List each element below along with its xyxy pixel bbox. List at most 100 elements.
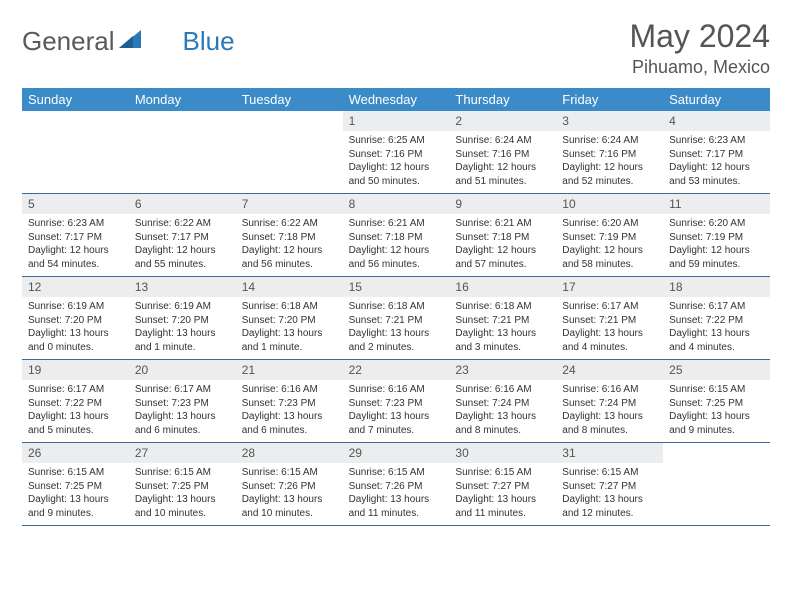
day-cell: 8Sunrise: 6:21 AMSunset: 7:18 PMDaylight… — [343, 194, 450, 276]
day-info: Sunrise: 6:19 AMSunset: 7:20 PMDaylight:… — [22, 297, 129, 357]
daylight-line2: and 6 minutes. — [135, 424, 230, 438]
sunrise: Sunrise: 6:19 AM — [135, 300, 230, 314]
sunrise: Sunrise: 6:21 AM — [349, 217, 444, 231]
day-cell: 25Sunrise: 6:15 AMSunset: 7:25 PMDayligh… — [663, 360, 770, 442]
day-cell: .. — [129, 111, 236, 193]
day-number: 19 — [22, 360, 129, 380]
sunset: Sunset: 7:27 PM — [562, 480, 657, 494]
sunrise: Sunrise: 6:15 AM — [455, 466, 550, 480]
day-number: 6 — [129, 194, 236, 214]
daylight-line2: and 11 minutes. — [349, 507, 444, 521]
day-number: 30 — [449, 443, 556, 463]
daylight-line2: and 59 minutes. — [669, 258, 764, 272]
day-cell: 20Sunrise: 6:17 AMSunset: 7:23 PMDayligh… — [129, 360, 236, 442]
day-number: 8 — [343, 194, 450, 214]
location: Pihuamo, Mexico — [629, 57, 770, 78]
day-number: 1 — [343, 111, 450, 131]
daylight-line1: Daylight: 13 hours — [562, 493, 657, 507]
daylight-line2: and 8 minutes. — [455, 424, 550, 438]
sunset: Sunset: 7:20 PM — [242, 314, 337, 328]
daylight-line1: Daylight: 13 hours — [242, 327, 337, 341]
day-number: 13 — [129, 277, 236, 297]
sunrise: Sunrise: 6:18 AM — [349, 300, 444, 314]
daylight-line1: Daylight: 13 hours — [669, 410, 764, 424]
daylight-line2: and 10 minutes. — [242, 507, 337, 521]
daylight-line1: Daylight: 12 hours — [349, 161, 444, 175]
daylight-line1: Daylight: 12 hours — [455, 244, 550, 258]
day-number: 27 — [129, 443, 236, 463]
sunset: Sunset: 7:22 PM — [28, 397, 123, 411]
week-row: 26Sunrise: 6:15 AMSunset: 7:25 PMDayligh… — [22, 443, 770, 526]
day-info: Sunrise: 6:23 AMSunset: 7:17 PMDaylight:… — [663, 131, 770, 191]
day-cell: 21Sunrise: 6:16 AMSunset: 7:23 PMDayligh… — [236, 360, 343, 442]
day-cell: 31Sunrise: 6:15 AMSunset: 7:27 PMDayligh… — [556, 443, 663, 525]
daylight-line1: Daylight: 12 hours — [242, 244, 337, 258]
day-info: Sunrise: 6:22 AMSunset: 7:17 PMDaylight:… — [129, 214, 236, 274]
day-cell: 18Sunrise: 6:17 AMSunset: 7:22 PMDayligh… — [663, 277, 770, 359]
brand-text-2: Blue — [183, 26, 235, 57]
week-row: ......1Sunrise: 6:25 AMSunset: 7:16 PMDa… — [22, 111, 770, 194]
day-info: Sunrise: 6:15 AMSunset: 7:25 PMDaylight:… — [129, 463, 236, 523]
sunset: Sunset: 7:25 PM — [669, 397, 764, 411]
daylight-line2: and 50 minutes. — [349, 175, 444, 189]
day-number: 12 — [22, 277, 129, 297]
day-info: Sunrise: 6:24 AMSunset: 7:16 PMDaylight:… — [556, 131, 663, 191]
sunrise: Sunrise: 6:21 AM — [455, 217, 550, 231]
daylight-line1: Daylight: 12 hours — [455, 161, 550, 175]
daylight-line2: and 12 minutes. — [562, 507, 657, 521]
sunset: Sunset: 7:25 PM — [135, 480, 230, 494]
daylight-line1: Daylight: 13 hours — [349, 493, 444, 507]
sunrise: Sunrise: 6:25 AM — [349, 134, 444, 148]
day-cell: .. — [22, 111, 129, 193]
day-number: 26 — [22, 443, 129, 463]
day-info: Sunrise: 6:15 AMSunset: 7:26 PMDaylight:… — [343, 463, 450, 523]
sunrise: Sunrise: 6:17 AM — [562, 300, 657, 314]
sunset: Sunset: 7:23 PM — [242, 397, 337, 411]
day-cell: 29Sunrise: 6:15 AMSunset: 7:26 PMDayligh… — [343, 443, 450, 525]
day-cell: 30Sunrise: 6:15 AMSunset: 7:27 PMDayligh… — [449, 443, 556, 525]
day-header-cell: Wednesday — [343, 88, 450, 111]
sunset: Sunset: 7:23 PM — [349, 397, 444, 411]
daylight-line2: and 0 minutes. — [28, 341, 123, 355]
day-cell: 24Sunrise: 6:16 AMSunset: 7:24 PMDayligh… — [556, 360, 663, 442]
daylight-line2: and 52 minutes. — [562, 175, 657, 189]
sunset: Sunset: 7:19 PM — [669, 231, 764, 245]
day-cell: 27Sunrise: 6:15 AMSunset: 7:25 PMDayligh… — [129, 443, 236, 525]
day-cell: 19Sunrise: 6:17 AMSunset: 7:22 PMDayligh… — [22, 360, 129, 442]
day-cell: 14Sunrise: 6:18 AMSunset: 7:20 PMDayligh… — [236, 277, 343, 359]
sunset: Sunset: 7:26 PM — [349, 480, 444, 494]
daylight-line1: Daylight: 13 hours — [242, 410, 337, 424]
day-cell: 10Sunrise: 6:20 AMSunset: 7:19 PMDayligh… — [556, 194, 663, 276]
day-info: Sunrise: 6:17 AMSunset: 7:23 PMDaylight:… — [129, 380, 236, 440]
sunset: Sunset: 7:21 PM — [562, 314, 657, 328]
daylight-line2: and 4 minutes. — [669, 341, 764, 355]
daylight-line1: Daylight: 13 hours — [455, 327, 550, 341]
daylight-line2: and 1 minute. — [242, 341, 337, 355]
daylight-line1: Daylight: 13 hours — [28, 327, 123, 341]
daylight-line1: Daylight: 12 hours — [669, 244, 764, 258]
day-info: Sunrise: 6:18 AMSunset: 7:21 PMDaylight:… — [449, 297, 556, 357]
day-header-cell: Thursday — [449, 88, 556, 111]
day-header-cell: Saturday — [663, 88, 770, 111]
daylight-line1: Daylight: 13 hours — [562, 410, 657, 424]
daylight-line2: and 3 minutes. — [455, 341, 550, 355]
day-cell: 26Sunrise: 6:15 AMSunset: 7:25 PMDayligh… — [22, 443, 129, 525]
daylight-line2: and 5 minutes. — [28, 424, 123, 438]
day-info: Sunrise: 6:15 AMSunset: 7:27 PMDaylight:… — [449, 463, 556, 523]
month-title: May 2024 — [629, 18, 770, 55]
daylight-line2: and 53 minutes. — [669, 175, 764, 189]
day-info: Sunrise: 6:16 AMSunset: 7:24 PMDaylight:… — [556, 380, 663, 440]
sunset: Sunset: 7:16 PM — [349, 148, 444, 162]
sunrise: Sunrise: 6:17 AM — [28, 383, 123, 397]
day-number: 4 — [663, 111, 770, 131]
daylight-line2: and 7 minutes. — [349, 424, 444, 438]
daylight-line2: and 11 minutes. — [455, 507, 550, 521]
day-header-cell: Sunday — [22, 88, 129, 111]
sunrise: Sunrise: 6:15 AM — [242, 466, 337, 480]
day-cell: 12Sunrise: 6:19 AMSunset: 7:20 PMDayligh… — [22, 277, 129, 359]
day-info: Sunrise: 6:17 AMSunset: 7:22 PMDaylight:… — [22, 380, 129, 440]
day-number: 29 — [343, 443, 450, 463]
day-number: 28 — [236, 443, 343, 463]
sunrise: Sunrise: 6:17 AM — [135, 383, 230, 397]
day-number: 11 — [663, 194, 770, 214]
